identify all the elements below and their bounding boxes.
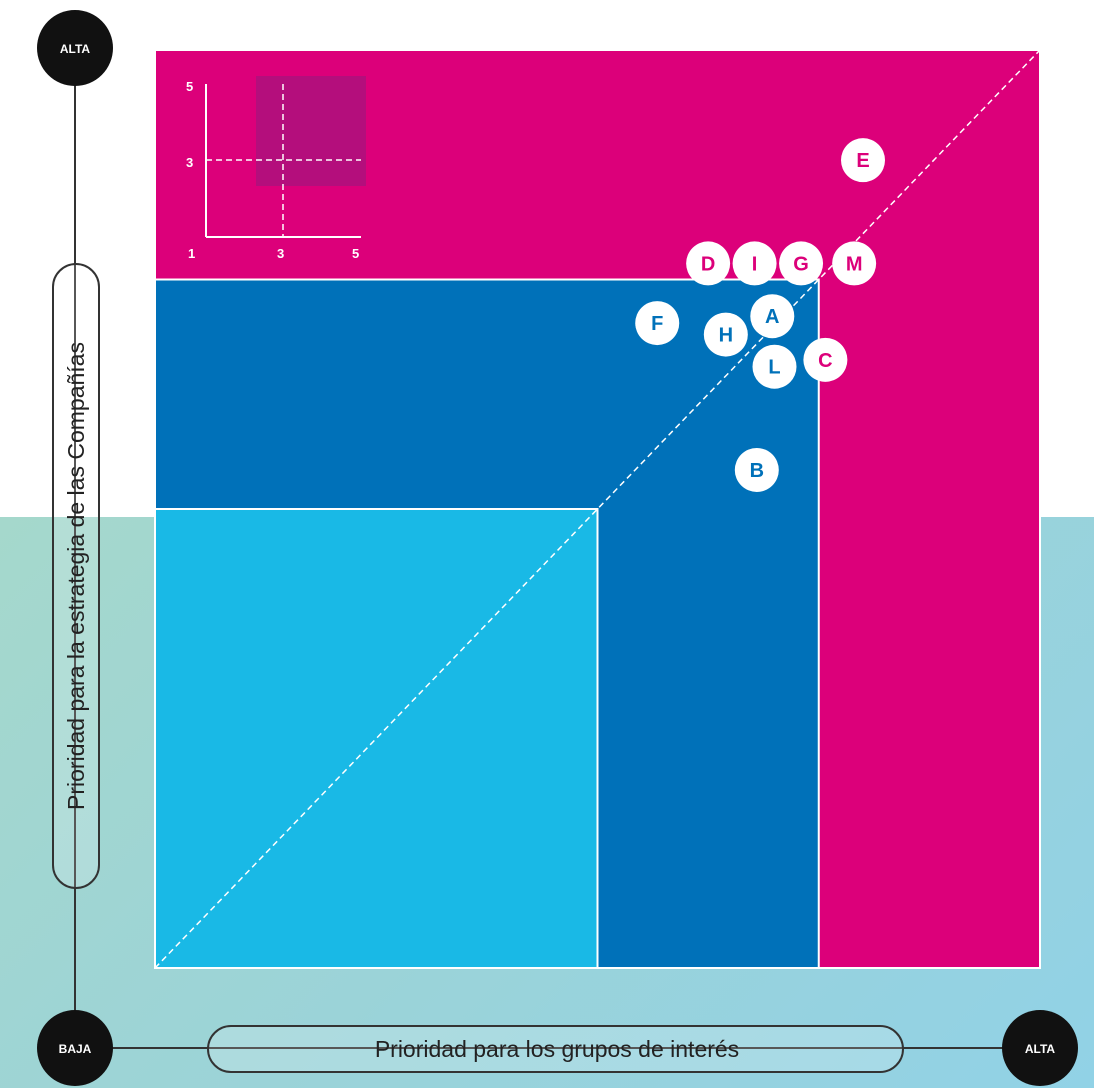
x-axis-label: Prioridad para los grupos de interés [375, 1036, 739, 1062]
point-i: I [732, 241, 777, 286]
y-axis-label: Prioridad para la estrategia de las Comp… [63, 342, 89, 810]
point-d: D [686, 241, 731, 286]
y-high-label: ALTA [60, 42, 91, 56]
point-e: E [841, 138, 885, 183]
point-label-g: G [793, 253, 809, 275]
x-low-badge [37, 1010, 113, 1086]
point-label-f: F [651, 313, 663, 335]
point-marker-c [803, 337, 848, 382]
point-marker-h [703, 312, 748, 357]
point-a: A [750, 294, 795, 339]
x-high-badge [1002, 1010, 1078, 1086]
point-marker-e [841, 138, 885, 183]
diagonal-line [154, 49, 1041, 969]
point-marker-b [734, 447, 779, 492]
y-axis-decoration: Prioridad para la estrategia de las Comp… [37, 10, 113, 1048]
x-axis-label-capsule [207, 1025, 904, 1073]
point-b: B [734, 447, 779, 492]
point-label-i: I [752, 253, 758, 275]
inset-x-tick-3: 3 [277, 246, 284, 261]
point-marker-g [779, 241, 824, 286]
point-m: M [832, 241, 877, 286]
x-low-label: BAJA [59, 1042, 92, 1056]
point-marker-a [750, 294, 795, 339]
point-label-m: M [846, 253, 863, 275]
point-label-e: E [856, 150, 869, 172]
point-g: G [779, 241, 824, 286]
point-label-l: L [768, 357, 780, 379]
point-l: L [752, 344, 797, 389]
inset-x-tick-5: 5 [352, 246, 359, 261]
x-high-label: ALTA [1025, 1042, 1056, 1056]
inset-y-tick-5: 5 [186, 79, 193, 94]
point-c: C [803, 337, 848, 382]
inset-y-tick-3: 3 [186, 155, 193, 170]
inset-highlight-area [256, 76, 366, 186]
point-marker-i [732, 241, 777, 286]
point-f: F [635, 301, 680, 346]
point-label-d: D [701, 253, 715, 275]
inset-x-tick-1: 1 [188, 246, 195, 261]
point-label-a: A [765, 306, 779, 328]
point-marker-l [752, 344, 797, 389]
y-high-badge [37, 10, 113, 86]
y-axis-label-capsule [52, 263, 100, 889]
point-label-h: H [719, 325, 733, 347]
points-layer: E D I G M F A H C L B [635, 138, 885, 492]
point-h: H [703, 312, 748, 357]
point-marker-d [686, 241, 731, 286]
point-label-c: C [818, 350, 832, 372]
point-marker-m [832, 241, 877, 286]
point-label-b: B [750, 460, 764, 482]
x-axis-decoration: Prioridad para los grupos de interés BAJ… [37, 1010, 1078, 1086]
point-marker-f [635, 301, 680, 346]
inset-legend: 5 3 1 3 5 [186, 76, 366, 261]
